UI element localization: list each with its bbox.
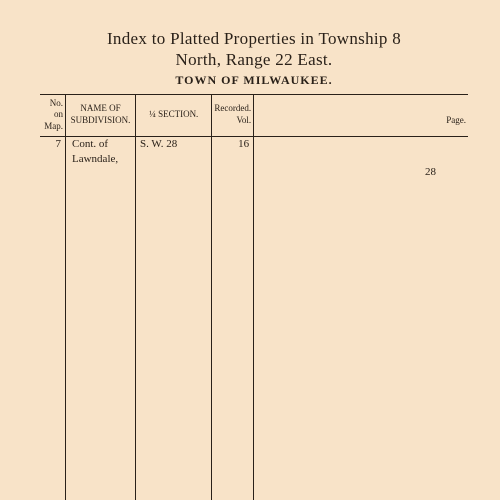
table-body: 7Cont. of Lawndale,S. W. 28162821Davis' … [40,137,468,500]
col-header-section: ¼ SECTION. [136,94,212,137]
cell-subdivision-name: Cont. of Lawndale, [66,137,136,500]
col-header-page-text: Page. [446,115,466,125]
col-header-vol: Recorded. Vol. [212,94,254,137]
subtitle: TOWN OF MILWAUKEE. [40,73,468,88]
col-header-map: No. on Map. [40,94,66,137]
col-header-recorded: Recorded. [214,103,251,113]
index-table: No. on Map. NAME OF SUBDIVISION. ¼ SECTI… [40,94,468,500]
cell-map-no: 7 [40,137,66,500]
col-header-vol-text: Vol. [237,115,252,125]
table-header: No. on Map. NAME OF SUBDIVISION. ¼ SECTI… [40,94,468,137]
cell-volume: 16 [212,137,254,500]
cell-quarter-section: S. W. 28 [136,137,212,500]
col-header-name: NAME OF SUBDIVISION. [66,94,136,137]
cell-page: 28 [254,137,468,500]
title-line-1: Index to Platted Properties in Township … [40,28,468,49]
title-block: Index to Platted Properties in Township … [40,28,468,88]
page: Index to Platted Properties in Township … [0,0,500,500]
col-header-page: Page. [254,94,468,137]
title-line-2: North, Range 22 East. [40,49,468,70]
table-row: 7Cont. of Lawndale,S. W. 281628 [40,137,468,500]
